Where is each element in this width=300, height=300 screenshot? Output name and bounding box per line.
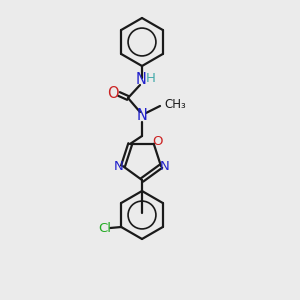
Text: Cl: Cl xyxy=(99,223,112,236)
Text: N: N xyxy=(136,73,146,88)
Text: O: O xyxy=(152,135,163,148)
Text: N: N xyxy=(114,160,124,173)
Text: N: N xyxy=(136,109,147,124)
Text: N: N xyxy=(160,160,170,173)
Text: O: O xyxy=(107,86,119,101)
Text: CH₃: CH₃ xyxy=(164,98,186,112)
Text: H: H xyxy=(146,73,156,85)
